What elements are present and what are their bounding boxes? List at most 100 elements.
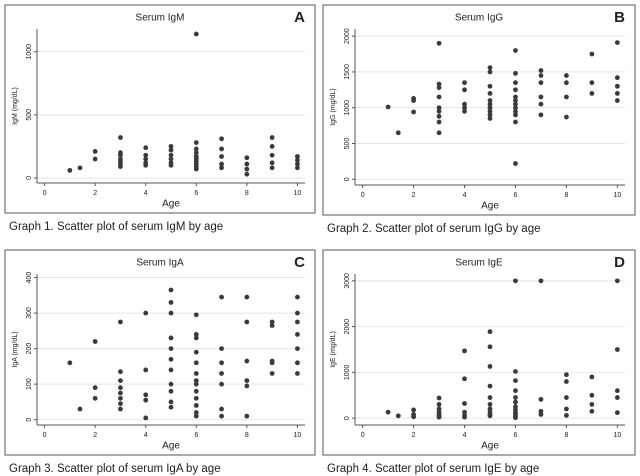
point	[295, 319, 300, 325]
point	[143, 145, 149, 151]
point	[168, 388, 174, 394]
point	[462, 401, 467, 406]
y-axis-label: IgE (mg/dL)	[330, 331, 337, 368]
caption: Graph 3. Scatter plot of serum IgA by ag…	[9, 463, 221, 475]
point	[193, 395, 199, 401]
point	[462, 414, 467, 420]
point	[67, 360, 73, 366]
point	[589, 51, 595, 57]
point	[411, 109, 416, 115]
x-tick-label: 4	[144, 432, 148, 439]
point	[168, 147, 174, 153]
point	[269, 371, 275, 376]
point	[564, 379, 569, 384]
point	[436, 119, 442, 125]
point	[614, 98, 620, 103]
caption: Graph 4. Scatter plot of serum IgE by ag…	[327, 463, 539, 475]
point	[487, 105, 493, 111]
point	[589, 402, 595, 407]
point	[614, 388, 620, 394]
point	[564, 406, 569, 412]
point	[436, 105, 442, 111]
point	[436, 130, 442, 136]
point	[385, 104, 391, 110]
panel-frame	[4, 4, 316, 214]
point	[193, 332, 199, 337]
point	[118, 319, 123, 325]
point	[168, 381, 174, 387]
x-tick-label: 0	[361, 192, 365, 199]
point	[614, 91, 620, 96]
x-tick-label: 10	[613, 192, 621, 199]
panel-label: B	[614, 9, 625, 26]
point	[92, 385, 98, 391]
point	[168, 404, 174, 410]
y-tick-label: 1000	[344, 364, 351, 380]
point	[244, 413, 250, 419]
point	[487, 395, 493, 400]
point	[168, 287, 174, 293]
y-tick-label: 1500	[344, 64, 351, 80]
point	[513, 119, 518, 125]
y-tick-label: 0	[344, 177, 351, 181]
point	[564, 80, 569, 86]
panel-frame	[4, 249, 316, 456]
point	[513, 108, 518, 114]
point	[295, 346, 300, 352]
point	[143, 392, 149, 398]
point	[487, 413, 493, 419]
point	[487, 65, 493, 71]
point	[269, 160, 275, 166]
point	[269, 165, 275, 171]
point	[168, 335, 174, 341]
point	[168, 367, 174, 373]
point	[538, 73, 544, 78]
point	[487, 344, 493, 350]
point	[513, 378, 518, 384]
point	[168, 310, 174, 316]
x-tick-label: 8	[245, 190, 249, 197]
point	[295, 360, 300, 366]
x-tick-label: 0	[43, 190, 47, 197]
point	[92, 339, 98, 344]
point	[219, 371, 224, 376]
point	[462, 105, 467, 111]
x-tick-label: 2	[412, 192, 416, 199]
point	[193, 349, 199, 355]
point	[487, 383, 493, 389]
point	[295, 294, 300, 300]
point	[538, 412, 544, 417]
point	[118, 401, 123, 407]
point	[436, 94, 442, 100]
point	[589, 80, 595, 86]
point	[411, 98, 416, 103]
point	[436, 395, 442, 401]
point	[436, 81, 442, 87]
panel-label: C	[294, 254, 305, 271]
y-tick-label: 0	[26, 418, 33, 422]
panel-frame	[322, 249, 636, 456]
point	[219, 161, 224, 167]
point	[564, 412, 569, 418]
x-axis-label: Age	[481, 201, 499, 212]
point	[118, 378, 123, 383]
y-tick-label: 3000	[344, 273, 351, 289]
point	[564, 114, 569, 120]
point	[193, 413, 199, 419]
point	[295, 161, 300, 167]
x-tick-label: 8	[245, 432, 249, 439]
y-tick-label: 2000	[344, 319, 351, 335]
x-tick-label: 10	[294, 190, 302, 197]
point	[168, 143, 174, 149]
point	[143, 310, 149, 316]
point	[487, 91, 493, 96]
y-tick-label: 300	[26, 307, 33, 319]
y-tick-label: 1000	[26, 44, 33, 60]
point	[193, 378, 199, 383]
point	[513, 70, 518, 76]
point	[143, 415, 149, 421]
y-tick-label: 0	[26, 176, 33, 180]
point	[244, 161, 250, 167]
point	[244, 155, 250, 161]
point	[269, 323, 275, 328]
